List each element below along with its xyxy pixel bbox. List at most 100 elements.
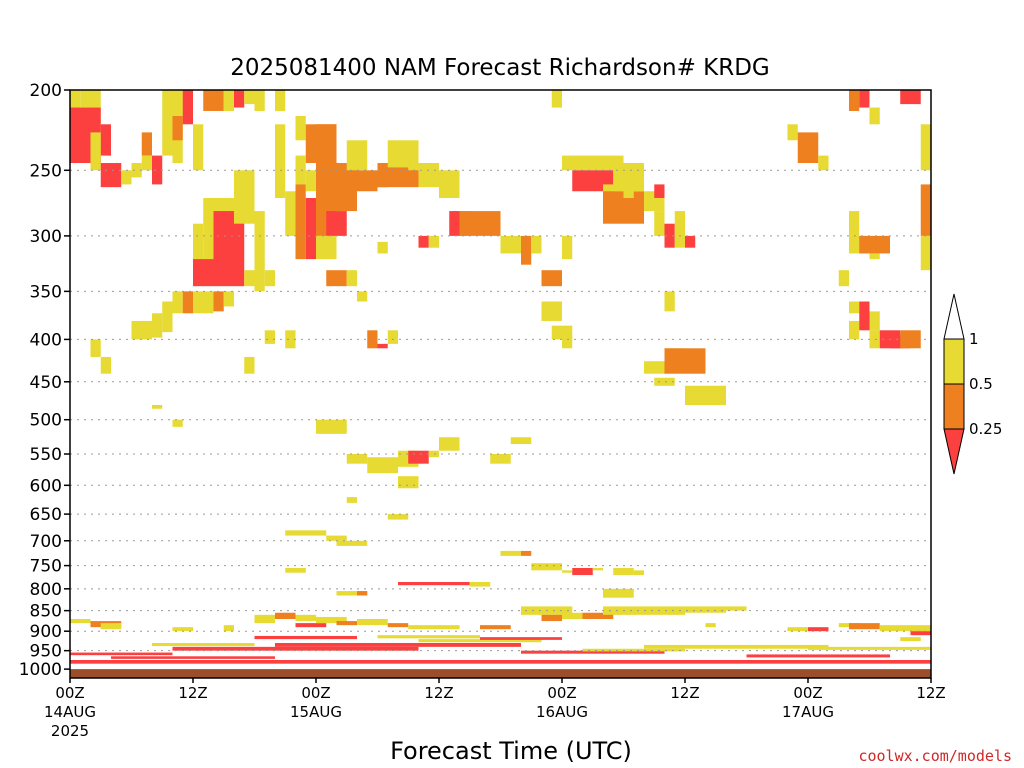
ri-cell (346, 270, 357, 287)
ri-cell (193, 291, 214, 314)
ri-cell (562, 612, 583, 620)
y-tick-label: 750 (30, 557, 62, 577)
ri-cell (869, 107, 880, 125)
ri-cell (398, 476, 419, 489)
ri-cell (603, 588, 634, 598)
ri-cell (900, 90, 921, 105)
ri-cell (357, 591, 368, 596)
ri-cell (141, 132, 152, 156)
ri-cell (223, 223, 234, 260)
ri-cell (336, 591, 368, 596)
credit-link[interactable]: coolwx.com/models (858, 747, 1012, 765)
ri-cell (285, 567, 306, 573)
ri-cell (90, 132, 101, 164)
y-tick-label: 650 (30, 505, 62, 525)
ri-cell (849, 90, 860, 111)
ri-cell (644, 361, 665, 374)
colorbar-bottom-arrow (943, 428, 965, 475)
ri-cell (305, 170, 316, 192)
ri-cell (859, 235, 890, 254)
ri-cell (357, 291, 368, 302)
ri-cell (664, 348, 706, 374)
ri-cell (346, 453, 368, 464)
ri-cell (490, 453, 511, 464)
ri-cell (295, 116, 306, 141)
ri-cell (500, 235, 521, 254)
x-tick-label: 00Z (55, 684, 84, 702)
plot-frame (69, 89, 932, 679)
ri-cell (613, 567, 634, 576)
ri-cell (131, 320, 152, 340)
ri-cell (193, 223, 204, 271)
ri-cell (295, 614, 316, 622)
colorbar-label: 0.25 (969, 420, 1002, 438)
ri-cell (244, 356, 255, 374)
y-tick-label: 800 (30, 580, 62, 600)
ri-cell (746, 654, 890, 658)
x-tick-label: 00Z (547, 684, 576, 702)
ri-cell (316, 235, 337, 260)
y-tick-label: 500 (30, 411, 62, 431)
ri-cell (787, 124, 798, 141)
ri-cell (152, 155, 163, 185)
ri-cell (387, 330, 398, 344)
ri-cell (623, 170, 634, 198)
ri-cell (254, 90, 265, 111)
ri-cell (521, 550, 532, 556)
ri-cell (285, 530, 327, 536)
ri-cell (100, 356, 111, 374)
x-tick-label: 00Z (301, 684, 330, 702)
ri-cell (644, 644, 829, 649)
ri-cell (172, 291, 183, 314)
ri-cell (859, 90, 870, 108)
ri-cell (223, 291, 234, 307)
x-tick-label: 2025 (51, 722, 89, 740)
ri-cell (562, 334, 573, 349)
ri-cell (141, 155, 152, 171)
ri-cell (920, 124, 931, 171)
ri-cell (787, 627, 808, 632)
ri-cell (920, 235, 931, 271)
ri-cell (100, 163, 122, 188)
y-tick-label: 1000 (19, 660, 62, 680)
ri-cell (70, 660, 931, 664)
ri-cell (275, 90, 286, 111)
y-tick-label: 850 (30, 602, 62, 622)
ri-cell (285, 330, 296, 349)
surface-ground (70, 669, 931, 678)
ri-cell (203, 90, 224, 111)
y-tick-label: 600 (30, 476, 62, 496)
ri-cell (439, 625, 460, 630)
ri-cell (152, 643, 255, 647)
ri-cell (223, 90, 234, 111)
ri-cell (521, 650, 665, 654)
ri-cell (131, 163, 142, 178)
ri-cell (408, 625, 439, 630)
colorbar: 1 0.5 0.25 (943, 293, 1002, 475)
ri-cell (326, 270, 347, 287)
ri-cell (521, 235, 532, 265)
y-tick-label: 250 (30, 161, 62, 181)
y-tick-label: 950 (30, 642, 62, 662)
ri-cell (80, 90, 91, 108)
ri-cell (285, 191, 296, 236)
x-tick-label: 15AUG (290, 703, 342, 721)
colorbar-label: 1 (969, 330, 979, 348)
ri-cell (582, 648, 685, 652)
colorbar-top-arrow (943, 293, 965, 340)
ri-cell (562, 570, 573, 573)
ri-cell (275, 643, 521, 647)
y-tick-label: 350 (30, 282, 62, 302)
ri-cell (572, 567, 593, 576)
ri-cell (685, 606, 726, 613)
ri-cell (705, 623, 716, 628)
ri-cell (849, 320, 860, 340)
ri-cell (480, 625, 511, 630)
ri-cell (459, 211, 501, 236)
heatmap-cells (70, 90, 932, 664)
x-tick-label: 17AUG (782, 703, 834, 721)
ground-fill (70, 669, 931, 678)
ri-cell (900, 637, 921, 642)
